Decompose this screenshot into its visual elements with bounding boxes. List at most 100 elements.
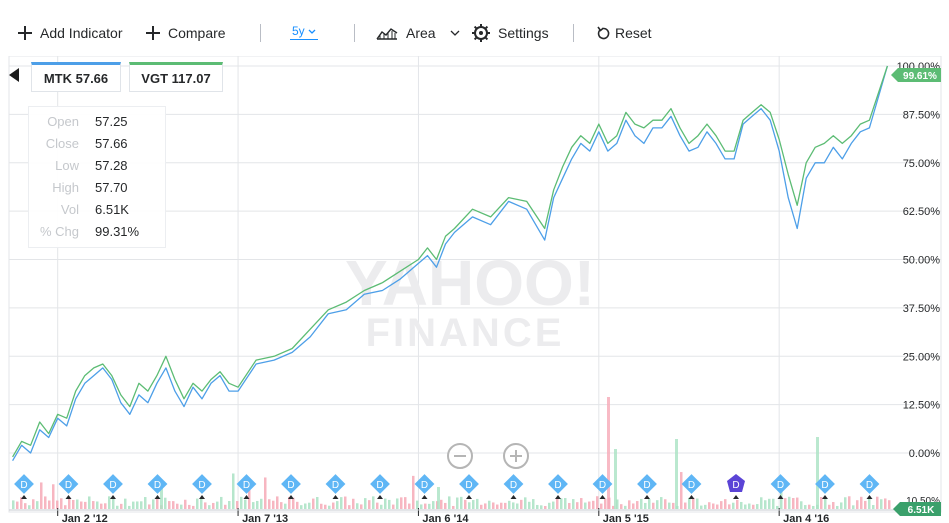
dividend-marker[interactable]: D (58, 474, 79, 499)
volume-spike (437, 487, 440, 509)
volume-spike (614, 449, 617, 509)
dividend-marker[interactable]: D (236, 474, 257, 499)
volume-bar (416, 500, 419, 509)
volume-bar (448, 496, 451, 509)
chevron-down-icon (450, 30, 460, 36)
volume-bar (520, 499, 523, 509)
volume-bar (152, 499, 155, 509)
volume-bar (888, 500, 891, 509)
add-indicator-button[interactable]: Add Indicator (18, 22, 123, 44)
volume-bar (720, 501, 723, 509)
dividend-marker[interactable]: D (548, 474, 568, 499)
price-chart[interactable]: YAHOO! FINANCE 0.00% 12.50% 25.00% 37.50% 50… (0, 56, 949, 523)
volume-bar (376, 502, 379, 509)
dividend-marker[interactable]: D (414, 474, 435, 499)
volume-bar (824, 498, 827, 509)
volume-bar (556, 498, 559, 509)
ohlc-value: 57.28 (95, 158, 128, 173)
zoom-out-button[interactable] (447, 443, 473, 469)
reset-button[interactable]: Reset (597, 22, 652, 44)
ohlc-label: Open (47, 114, 79, 129)
volume-bar (500, 502, 503, 509)
range-selector[interactable]: 5y (290, 24, 319, 40)
volume-bar (704, 504, 707, 509)
volume-spike (607, 397, 610, 509)
ohlc-row-vol: Vol 6.51K (29, 199, 167, 221)
volume-bar (40, 482, 43, 509)
volume-bar (872, 505, 875, 509)
volume-bar (832, 502, 835, 509)
dividend-marker[interactable]: D (727, 474, 745, 499)
volume-bar (312, 498, 315, 509)
dividend-marker[interactable]: D (681, 474, 702, 499)
dividend-marker[interactable]: D (637, 474, 657, 499)
series-chip-mtk[interactable]: MTK 57.66 (31, 62, 121, 92)
volume-bar (348, 505, 351, 509)
dividend-marker[interactable]: D (370, 474, 390, 499)
dividend-marker-shape (192, 474, 212, 494)
volume-bar (184, 499, 187, 509)
dividend-marker-letter: D (510, 480, 517, 491)
volume-bar (340, 497, 343, 509)
volume-bar (532, 499, 535, 509)
add-indicator-label: Add Indicator (40, 25, 123, 41)
dividend-marker-letter: D (20, 480, 27, 491)
ohlc-value: 6.51K (95, 202, 129, 217)
split-tick (777, 495, 784, 499)
bottom-axis-label: 10.50% (906, 496, 940, 507)
volume-bar (568, 502, 571, 509)
volume-bar (248, 483, 251, 509)
compare-button[interactable]: Compare (146, 22, 226, 44)
dividend-marker[interactable]: D (459, 474, 479, 499)
dividend-marker[interactable]: D (859, 474, 880, 499)
series-chip-vgt[interactable]: VGT 117.07 (129, 62, 223, 92)
volume-bar (760, 497, 763, 509)
ohlc-row-low: Low 57.28 (29, 155, 167, 177)
ohlc-row-pct-change: % Chg 99.31% (29, 221, 167, 243)
dividend-marker[interactable]: D (503, 474, 524, 499)
dividend-marker[interactable]: D (147, 474, 168, 499)
volume-bar (504, 502, 507, 509)
dividend-marker-shape (370, 474, 390, 494)
volume-bar (588, 501, 591, 509)
volume-bar (452, 505, 455, 509)
dividend-marker-letter: D (243, 480, 250, 491)
collapse-legend-icon[interactable] (9, 68, 19, 82)
ohlc-label: Vol (60, 202, 79, 217)
series-chip-mtk-label: MTK 57.66 (43, 70, 109, 86)
zoom-in-button[interactable] (503, 443, 529, 469)
dividend-marker[interactable]: D (325, 474, 346, 499)
dividend-marker[interactable]: D (103, 474, 123, 499)
y-tick-label: 62.50% (903, 206, 941, 218)
dividend-marker[interactable]: D (281, 474, 301, 499)
series-line-vgt (12, 65, 889, 458)
earnings-marker-shape (727, 474, 745, 492)
volume-bar (136, 501, 139, 509)
volume-bar (256, 500, 259, 509)
volume-bar (664, 499, 667, 509)
volume-bar (544, 505, 547, 509)
dividend-marker[interactable]: D (14, 474, 34, 499)
volume-bar (400, 497, 403, 509)
volume-bar (868, 498, 871, 509)
volume-bar (196, 498, 199, 509)
volume-bar (456, 497, 459, 509)
volume-bar (524, 497, 527, 509)
dividend-marker[interactable]: D (192, 474, 212, 499)
volume-bar (96, 501, 99, 509)
dividend-marker[interactable]: D (770, 474, 791, 499)
volume-bar (264, 477, 267, 509)
volume-bar (124, 498, 127, 509)
volume-bar (20, 497, 23, 509)
volume-bar (52, 484, 55, 509)
reset-icon (597, 26, 610, 40)
yahoo-finance-watermark: YAHOO! FINANCE (345, 247, 595, 355)
volume-bar (444, 502, 447, 509)
volume-bar (16, 501, 19, 509)
volume-bar (308, 502, 311, 509)
volume-bar (864, 500, 867, 509)
chart-type-selector[interactable]: Area (376, 22, 460, 44)
volume-bar (12, 500, 15, 509)
settings-button[interactable]: Settings (472, 22, 549, 44)
